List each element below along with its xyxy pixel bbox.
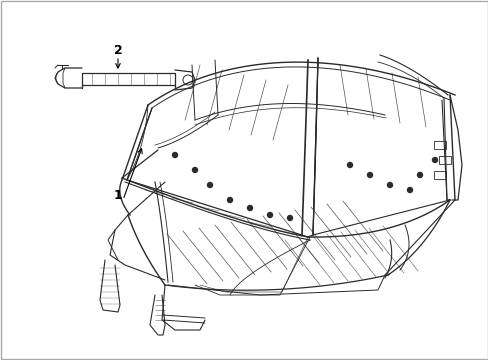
Text: 1: 1 xyxy=(113,189,122,202)
Circle shape xyxy=(347,162,352,167)
Circle shape xyxy=(192,167,197,172)
Circle shape xyxy=(267,212,272,217)
Circle shape xyxy=(172,153,177,158)
Circle shape xyxy=(247,206,252,211)
Circle shape xyxy=(207,183,212,188)
Circle shape xyxy=(386,183,392,188)
Text: 2: 2 xyxy=(113,44,122,57)
Circle shape xyxy=(227,198,232,202)
Bar xyxy=(438,156,450,164)
Bar xyxy=(433,141,445,149)
Circle shape xyxy=(287,216,292,220)
Bar xyxy=(433,171,445,179)
Circle shape xyxy=(367,172,372,177)
Circle shape xyxy=(431,158,437,162)
Circle shape xyxy=(407,188,412,193)
Circle shape xyxy=(417,172,422,177)
